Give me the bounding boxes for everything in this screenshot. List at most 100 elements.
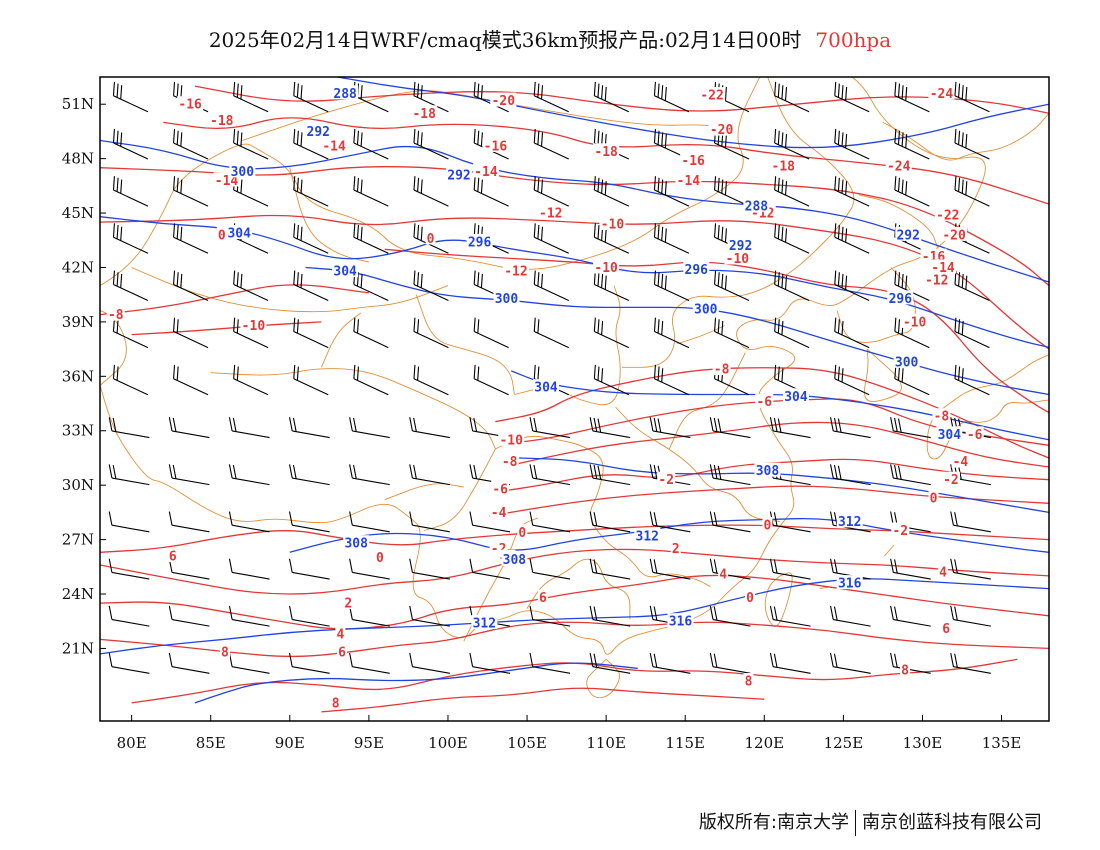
chart-title: 2025年02月14日WRF/cmaq模式36km预报产品:02月14日00时 7… <box>0 24 1100 53</box>
wind-barb <box>168 605 210 627</box>
temperature-label: -6 <box>492 482 508 497</box>
wind-barb <box>473 176 509 207</box>
wind-barb <box>409 652 450 674</box>
temperature-label: 6 <box>942 622 950 637</box>
temperature-label: -10 <box>499 433 523 448</box>
temperature-label: 6 <box>169 549 177 564</box>
wind-barb <box>173 176 209 207</box>
label-bg <box>471 615 498 630</box>
height-label: 288 <box>745 199 769 214</box>
label-bg <box>670 540 681 555</box>
height-line <box>289 517 1049 553</box>
wind-barb <box>593 364 630 396</box>
height-label: 296 <box>468 236 492 251</box>
label-bg <box>599 215 626 230</box>
label-bg <box>727 237 754 252</box>
wind-barb <box>774 223 810 254</box>
border-line <box>819 586 831 590</box>
label-bg <box>490 92 517 107</box>
border-line <box>320 312 362 368</box>
wind-barb <box>112 176 149 207</box>
label-bg <box>680 152 707 167</box>
lat-tick-label: 48N <box>62 150 94 168</box>
border-line <box>415 294 515 395</box>
label-bg <box>226 225 253 240</box>
wind-barb <box>769 417 811 439</box>
label-bg <box>634 527 661 542</box>
lon-tick-label: 90E <box>275 734 305 752</box>
wind-barb <box>233 317 269 349</box>
height-label: 288 <box>333 87 357 102</box>
border-line <box>495 435 711 588</box>
wind-barb <box>529 605 571 627</box>
wind-barb <box>589 417 631 439</box>
wind-barb <box>293 176 329 207</box>
wind-barb <box>108 511 150 533</box>
borders-layer <box>100 77 1049 699</box>
label-bg <box>895 226 922 241</box>
label-bg <box>965 426 984 441</box>
wind-barb <box>228 417 270 439</box>
footer-divider <box>855 810 856 836</box>
wind-barb <box>293 270 329 302</box>
wind-barb <box>473 364 509 396</box>
temperature-label: -10 <box>601 217 625 232</box>
lat-tick-label: 30N <box>62 476 94 494</box>
label-bg <box>708 121 735 136</box>
wind-barbs <box>108 81 991 674</box>
wind-barb <box>714 176 750 207</box>
wind-barb <box>353 364 389 396</box>
wind-barb <box>469 511 511 533</box>
label-bg <box>216 226 227 241</box>
wind-barb <box>112 364 149 396</box>
wind-barb <box>829 605 871 627</box>
wind-barb <box>288 417 330 439</box>
wind-barb <box>653 317 690 349</box>
lat-tick-label: 33N <box>62 422 94 440</box>
wind-barb <box>108 652 150 674</box>
wind-barb <box>168 652 210 674</box>
label-bg <box>941 471 960 486</box>
label-bg <box>343 535 370 550</box>
temperature-label: -20 <box>710 123 734 138</box>
label-bg <box>411 105 438 120</box>
wind-barb <box>108 464 150 486</box>
wind-barb <box>890 605 931 627</box>
lon-tick-label: 135E <box>982 734 1022 752</box>
wind-barb <box>653 270 690 302</box>
wind-barb <box>413 270 449 302</box>
wind-barb <box>353 176 389 207</box>
wind-barb <box>709 511 751 533</box>
temperature-label: -2 <box>892 524 908 539</box>
wind-barb <box>950 652 991 674</box>
wind-barb <box>593 223 630 254</box>
temperature-label: -10 <box>903 315 927 330</box>
axis-ticks: 80E 85E 90E 95E 100E 105E 110E 115E 120E 125E 130E… <box>62 95 1022 752</box>
label-bg <box>932 408 951 423</box>
label-bg <box>537 589 548 604</box>
label-bg <box>683 261 710 276</box>
wind-barb <box>714 270 750 302</box>
wind-barb <box>774 364 810 396</box>
height-label: 308 <box>503 553 527 568</box>
wind-barb <box>829 417 871 439</box>
temperature-label: 8 <box>901 664 909 679</box>
title-main: 2025年02月14日WRF/cmaq模式36km预报产品:02月14日00时 <box>208 28 802 52</box>
label-bg <box>667 613 694 628</box>
label-bg <box>718 566 729 581</box>
wind-barb <box>589 605 631 627</box>
temperature-label: -6 <box>967 428 983 443</box>
border-line <box>289 167 369 263</box>
wind-barb <box>529 417 571 439</box>
wind-barb <box>533 129 569 160</box>
label-bg <box>745 589 756 604</box>
lon-tick-label: 130E <box>903 734 943 752</box>
label-bg <box>923 272 950 287</box>
wind-barb <box>709 605 751 627</box>
temperature-label: 2 <box>344 597 352 612</box>
label-bg <box>240 317 267 332</box>
wind-barb <box>950 605 991 627</box>
border-line <box>586 658 621 699</box>
wind-barb <box>533 317 569 349</box>
label-bg <box>466 234 493 249</box>
